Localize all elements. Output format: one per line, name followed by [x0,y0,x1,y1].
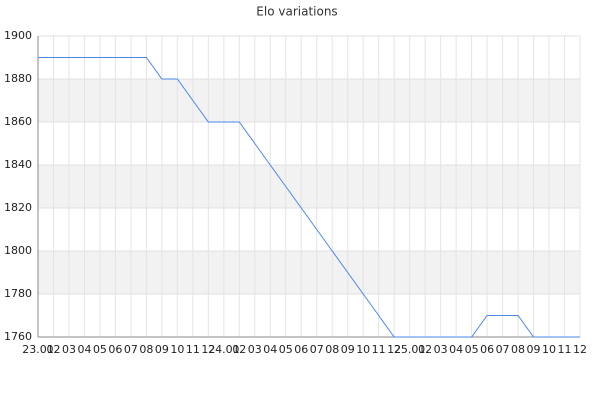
x-tick-label: 09 [155,343,169,356]
x-tick-label: 07 [310,343,324,356]
x-tick-label: 03 [434,343,448,356]
y-tick-label: 1860 [4,115,32,128]
x-tick-label: 03 [62,343,76,356]
x-tick-label: 02 [418,343,432,356]
x-tick-label: 25.01 [394,343,426,356]
x-tick-label: 12 [387,343,401,356]
x-tick-label: 04 [449,343,463,356]
grid-band [38,165,580,208]
x-tick-label: 06 [108,343,122,356]
x-tick-label: 24.01 [208,343,240,356]
x-tick-label: 10 [356,343,370,356]
y-tick-label: 1800 [4,244,32,257]
x-tick-label: 04 [77,343,91,356]
x-tick-label: 04 [263,343,277,356]
x-tick-label: 12 [201,343,215,356]
chart-title: Elo variations [256,5,337,19]
x-tick-label: 03 [248,343,262,356]
x-tick-label: 12 [573,343,587,356]
x-tick-label: 08 [325,343,339,356]
grid-band [38,251,580,294]
grid-band [38,79,580,122]
x-tick-label: 08 [511,343,525,356]
y-tick-label: 1840 [4,158,32,171]
x-tick-label: 11 [558,343,572,356]
line [38,57,580,338]
x-tick-label: 10 [170,343,184,356]
x-tick-label: 09 [341,343,355,356]
x-tick-label: 02 [46,343,60,356]
x-tick-label: 08 [139,343,153,356]
x-tick-label: 07 [496,343,510,356]
x-tick-label: 02 [232,343,246,356]
x-tick-label: 06 [294,343,308,356]
x-tick-label: 09 [527,343,541,356]
x-tick-label: 11 [186,343,200,356]
x-tick-label: 05 [279,343,293,356]
y-tick-label: 1760 [4,330,32,343]
y-tick-label: 1780 [4,287,32,300]
y-tick-label: 1820 [4,201,32,214]
y-tick-label: 1900 [4,29,32,42]
x-tick-label: 07 [124,343,138,356]
x-tick-label: 05 [93,343,107,356]
x-tick-label: 23.01 [22,343,54,356]
x-tick-label: 11 [372,343,386,356]
x-tick-label: 05 [465,343,479,356]
y-tick-label: 1880 [4,72,32,85]
x-tick-label: 10 [542,343,556,356]
x-tick-label: 06 [480,343,494,356]
